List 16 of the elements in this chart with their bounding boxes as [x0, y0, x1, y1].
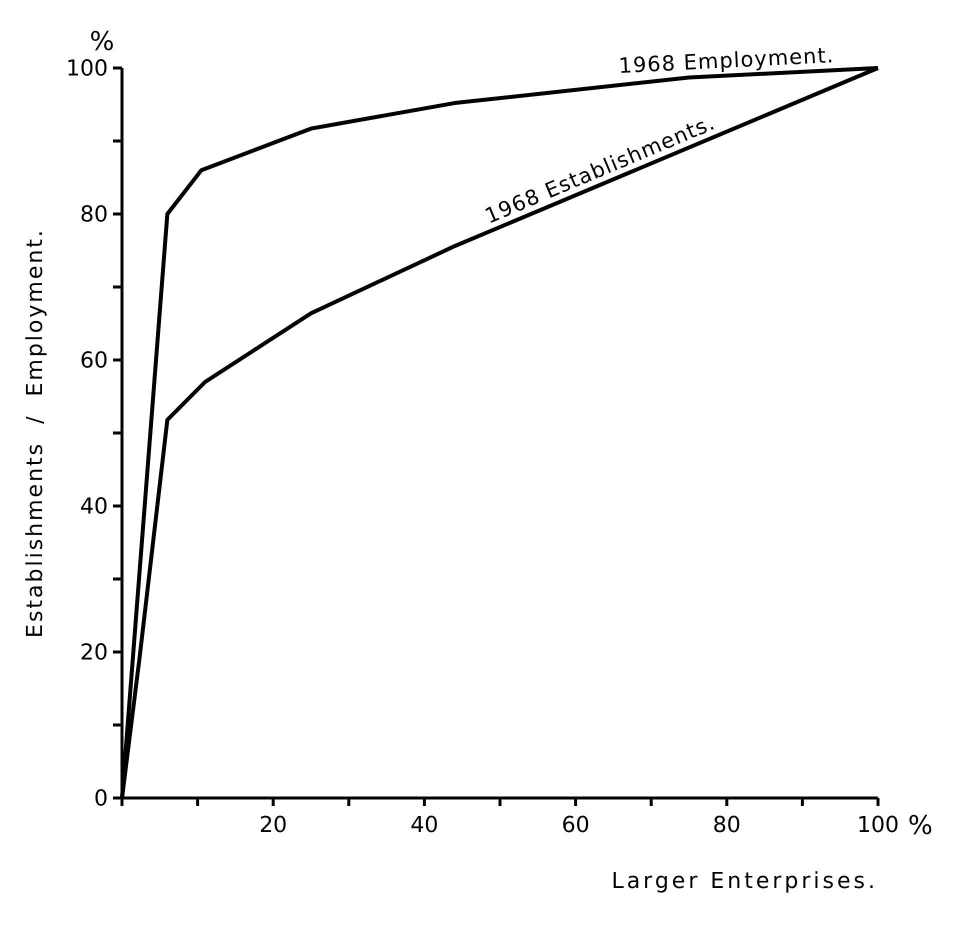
- x-axis-title: Larger Enterprises.: [611, 869, 878, 894]
- y-tick-label: 20: [80, 640, 108, 666]
- y-tick-label: 100: [66, 56, 108, 82]
- text: %: [90, 27, 114, 57]
- series-label: 1968 Employment.: [618, 43, 835, 78]
- text: %: [908, 811, 933, 841]
- x-tick-label: 20: [259, 813, 288, 838]
- y-axis-title: Establishments / Employment.: [23, 228, 48, 638]
- x-tick-label: 80: [712, 813, 741, 838]
- x-tick-label: 100: [857, 813, 899, 838]
- y-tick-label: 40: [80, 494, 108, 520]
- y-tick-label: 60: [80, 348, 108, 374]
- y-tick-label: 0: [94, 786, 108, 812]
- x-tick-label: 60: [562, 813, 590, 838]
- y-tick-label: 80: [80, 202, 108, 228]
- x-tick-label: 40: [410, 813, 438, 838]
